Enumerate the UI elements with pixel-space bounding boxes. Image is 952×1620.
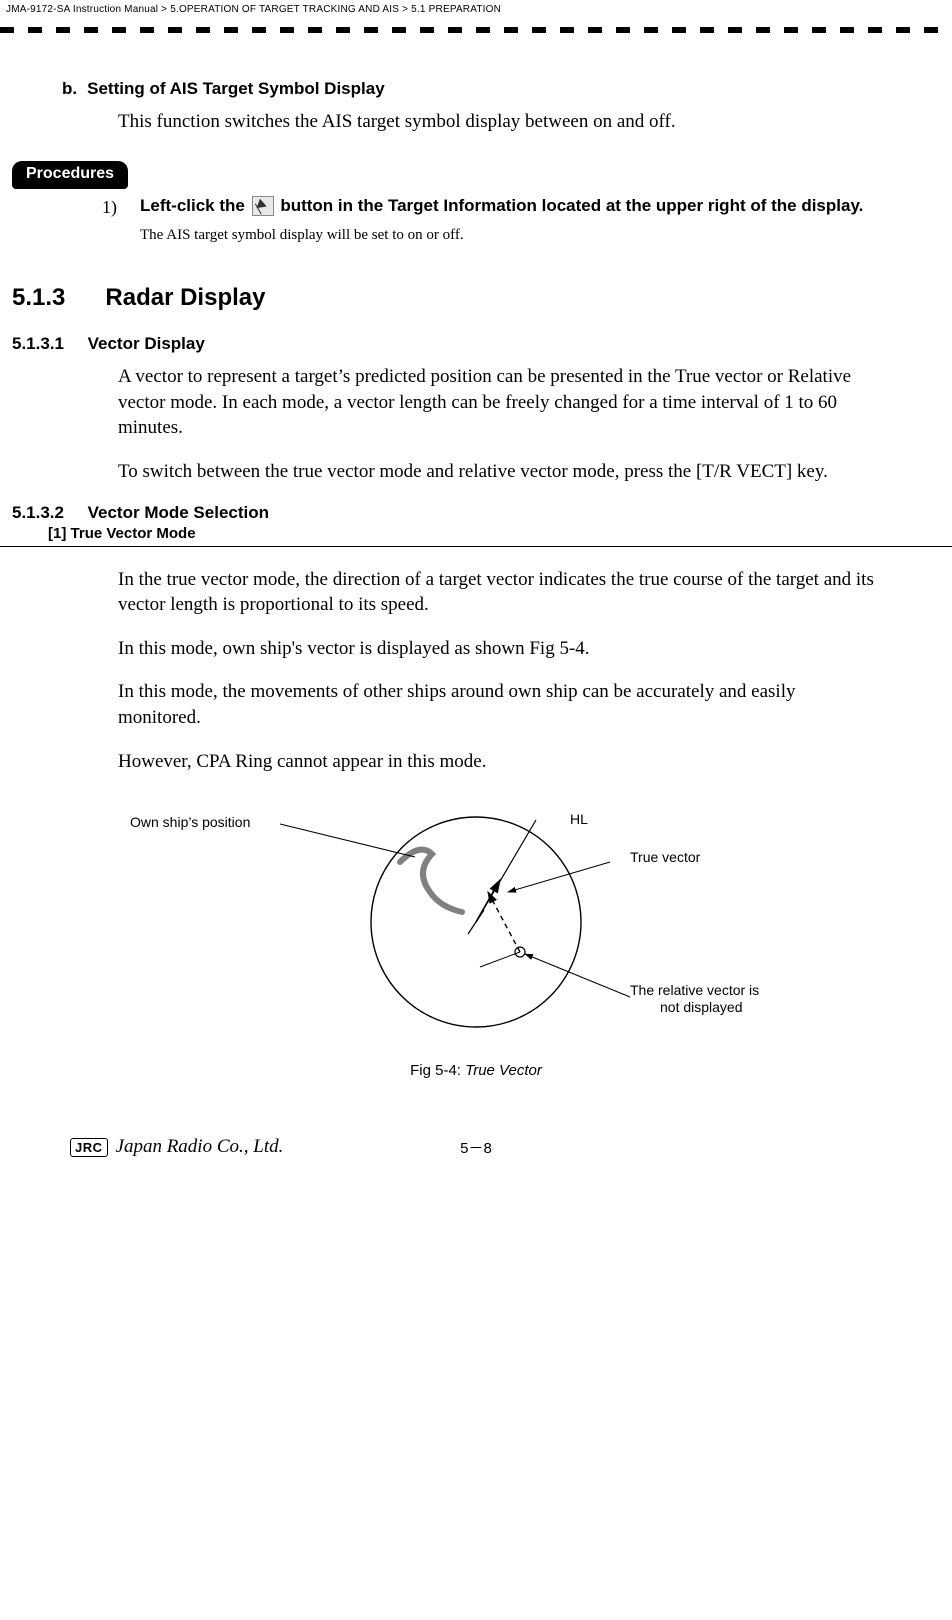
subsection-b-heading: b. Setting of AIS Target Symbol Display xyxy=(62,79,882,99)
vector-display-p1: A vector to represent a target’s predict… xyxy=(118,364,882,441)
company-name: Japan Radio Co., Ltd. xyxy=(116,1136,284,1158)
procedure-step-text: Left-click the button in the Target Info… xyxy=(140,195,863,219)
figure-caption-title: True Vector xyxy=(465,1062,542,1079)
true-vector-label-line xyxy=(508,862,610,892)
breadcrumb: JMA-9172-SA Instruction Manual > 5.OPERA… xyxy=(0,0,952,19)
relative-vector-dashed xyxy=(488,892,520,952)
true-vector-p3: In this mode, the movements of other shi… xyxy=(118,679,882,730)
hl-label: HL xyxy=(570,811,588,827)
jrc-logo: JRC Japan Radio Co., Ltd. xyxy=(70,1136,283,1158)
breadcrumb-chapter: 5.OPERATION OF TARGET TRACKING AND AIS xyxy=(170,4,399,15)
heading-5-1-3-1: 5.1.3.1 Vector Display xyxy=(12,334,882,354)
heading-num: 5.1.3 xyxy=(12,284,65,311)
relative-vector-label-line2: not displayed xyxy=(660,999,743,1015)
heading-5-1-3: 5.1.3 Radar Display xyxy=(12,284,882,312)
subheading-title: True Vector Mode xyxy=(71,525,196,542)
subsection-b-label: b. xyxy=(62,79,77,99)
subheading-label: [1] xyxy=(48,525,66,542)
procedures-block: Procedures 1) Left-click the button in t… xyxy=(70,153,882,244)
figure-caption-prefix: Fig 5-4: xyxy=(410,1062,465,1079)
jrc-box-icon: JRC xyxy=(70,1138,108,1157)
relative-vector-label-line xyxy=(525,954,630,997)
procedure-step-post: button in the Target Information located… xyxy=(280,196,863,215)
page-footer: JRC Japan Radio Co., Ltd. 5－8 xyxy=(0,1129,952,1170)
dash-divider xyxy=(0,21,952,39)
subheading-true-vector-mode: [1] True Vector Mode xyxy=(48,525,882,542)
procedure-step-pre: Left-click the xyxy=(140,196,250,215)
procedure-step-number: 1) xyxy=(102,195,126,219)
breadcrumb-sep: > xyxy=(161,4,167,15)
true-vector-diagram: Own ship’s position HL True vector The r… xyxy=(70,792,882,1052)
heading-title: Vector Display xyxy=(88,334,205,353)
subsection-b-body: This function switches the AIS target sy… xyxy=(118,109,882,135)
own-ship-label-line xyxy=(280,824,415,857)
procedures-badge: Procedures xyxy=(12,161,128,189)
section-rule xyxy=(0,546,952,547)
procedure-step-1: 1) Left-click the button in the Target I… xyxy=(102,195,882,219)
heading-num: 5.1.3.1 xyxy=(12,334,64,353)
figure-5-4: Own ship’s position HL True vector The r… xyxy=(70,792,882,1052)
breadcrumb-sep: > xyxy=(402,4,408,15)
subsection-b-title: Setting of AIS Target Symbol Display xyxy=(87,79,385,99)
heading-title: Vector Mode Selection xyxy=(88,503,269,522)
breadcrumb-section: 5.1 PREPARATION xyxy=(411,4,501,15)
own-ship-mark xyxy=(468,910,484,934)
heading-5-1-3-2: 5.1.3.2 Vector Mode Selection xyxy=(12,503,882,523)
true-vector-p4: However, CPA Ring cannot appear in this … xyxy=(118,749,882,775)
true-vector-p2: In this mode, own ship's vector is displ… xyxy=(118,636,882,662)
heading-title: Radar Display xyxy=(105,284,265,311)
target-line xyxy=(480,952,520,967)
true-vector-p1: In the true vector mode, the direction o… xyxy=(118,567,882,618)
ais-symbol-icon xyxy=(252,196,274,216)
breadcrumb-manual: JMA-9172-SA Instruction Manual xyxy=(6,4,158,15)
vector-display-p2: To switch between the true vector mode a… xyxy=(118,459,882,485)
relative-vector-label-line1: The relative vector is xyxy=(630,982,759,998)
figure-caption: Fig 5-4: True Vector xyxy=(70,1062,882,1079)
heading-num: 5.1.3.2 xyxy=(12,503,64,522)
own-ship-position-label: Own ship’s position xyxy=(130,814,250,830)
true-vector-label: True vector xyxy=(630,849,701,865)
procedure-note: The AIS target symbol display will be se… xyxy=(140,227,882,244)
echo-trail xyxy=(400,850,462,913)
page-number: 5－8 xyxy=(460,1137,492,1158)
